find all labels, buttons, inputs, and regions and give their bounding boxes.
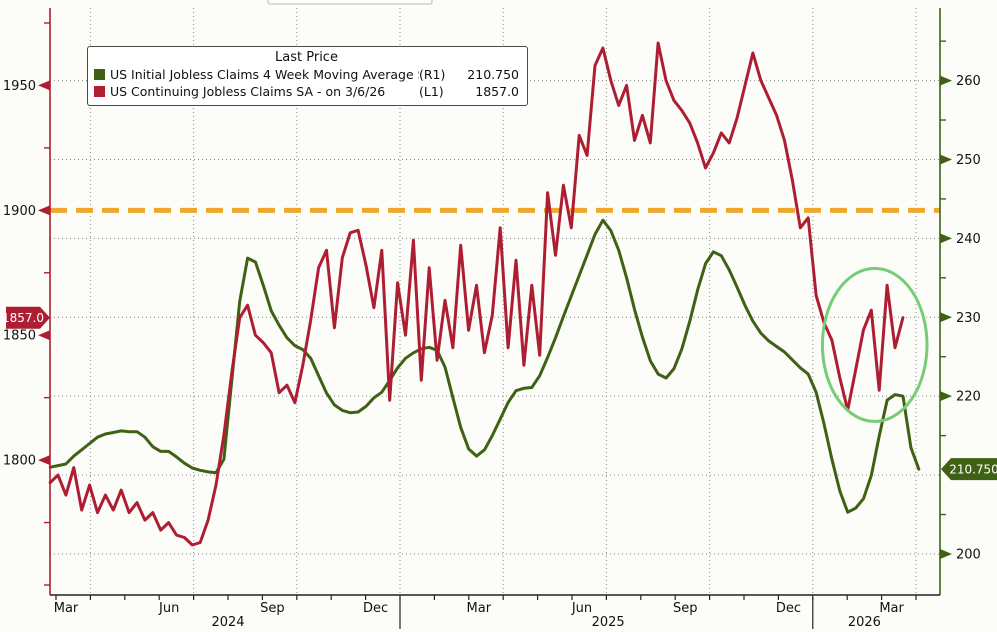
right-last-price-text: 210.750: [949, 463, 997, 477]
chart-legend: Last Price US Initial Jobless Claims 4 W…: [87, 46, 528, 106]
legend-label: US Initial Jobless Claims 4 Week Moving …: [110, 67, 419, 82]
legend-title: Last Price: [275, 50, 338, 65]
month-label: Dec: [363, 601, 388, 616]
right-axis-tick-label: 260: [956, 74, 981, 89]
legend-axis-tag: (L1): [419, 84, 444, 99]
continuing-claims-line: [48, 41, 905, 547]
month-label: Sep: [673, 601, 698, 616]
left-axis-tick-label: 1950: [3, 79, 36, 94]
left-tick-arrow: [38, 80, 50, 91]
left-axis-tick-label: 1850: [3, 329, 36, 344]
right-axis-tick-label: 240: [956, 232, 981, 247]
legend-last-value: 1857.0: [475, 84, 519, 99]
left-axis-tick-label: 1900: [3, 204, 36, 219]
legend-row-continuing-claims[interactable]: US Continuing Jobless Claims SA - on 3/6…: [94, 83, 519, 100]
month-label: Mar: [467, 601, 492, 616]
right-tick-arrow: [940, 391, 952, 402]
right-axis-tick-label: 230: [956, 311, 981, 326]
legend-label: US Continuing Jobless Claims SA - on 3/6…: [110, 84, 386, 99]
year-label: 2024: [211, 615, 244, 630]
highlight-ellipse: [820, 266, 929, 423]
month-label: Jun: [158, 601, 179, 616]
right-tick-arrow: [940, 233, 952, 244]
left-tick-arrow: [38, 455, 50, 466]
month-label: Jun: [571, 601, 592, 616]
month-label: Dec: [776, 601, 801, 616]
left-axis-tick-label: 1800: [3, 454, 36, 469]
right-tick-arrow: [940, 312, 952, 323]
month-label: Mar: [879, 601, 904, 616]
right-axis-tick-label: 220: [956, 390, 981, 405]
legend-row-initial-claims[interactable]: US Initial Jobless Claims 4 Week Moving …: [94, 66, 519, 83]
year-label: 2025: [592, 615, 625, 630]
right-last-price-badge: [941, 458, 997, 481]
left-last-price-text: 1857.0: [2, 311, 44, 325]
right-axis-tick-label: 200: [956, 547, 981, 562]
legend-axis-tag: (R1): [419, 67, 446, 82]
left-tick-arrow: [38, 205, 50, 216]
right-tick-arrow: [940, 154, 952, 165]
initial-claims-swatch: [94, 69, 105, 80]
right-tick-arrow: [940, 75, 952, 86]
left-last-price-badge: [6, 306, 50, 329]
cutoff-window-remnant: [267, 0, 433, 5]
left-tick-arrow: [38, 330, 50, 341]
right-tick-arrow: [940, 548, 952, 559]
legend-last-value: 210.750: [467, 67, 519, 82]
initial-claims-line: [48, 218, 921, 514]
right-axis-tick-label: 250: [956, 153, 981, 168]
year-label: 2026: [848, 615, 881, 630]
month-label: Mar: [54, 601, 79, 616]
continuing-claims-swatch: [94, 86, 105, 97]
month-label: Sep: [260, 601, 285, 616]
